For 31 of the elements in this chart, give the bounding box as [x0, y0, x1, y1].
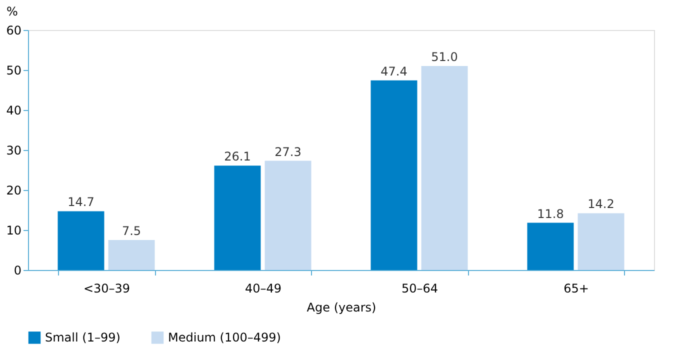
data-label: 26.1: [224, 150, 251, 164]
y-tick-label: 30: [6, 144, 22, 158]
y-tick-label: 50: [6, 64, 22, 78]
bar: [421, 66, 468, 270]
data-label: 14.2: [588, 197, 614, 212]
bar: [264, 160, 312, 270]
data-label: 47.4: [380, 64, 408, 78]
data-label: 51.0: [431, 50, 458, 64]
y-axis-title: %: [6, 4, 18, 18]
bar: [578, 213, 624, 270]
bar: [214, 166, 261, 270]
x-tick-label: <30–39: [83, 282, 130, 296]
x-tick-label: 65+: [564, 282, 589, 296]
data-label: 14.7: [68, 195, 94, 210]
legend-label: Small (1–99): [45, 330, 120, 345]
data-label: 7.5: [122, 224, 142, 238]
y-tick-label: 40: [6, 104, 22, 118]
bar: [108, 240, 155, 270]
legend-label: Medium (100–499): [168, 330, 281, 345]
bar: [527, 222, 574, 270]
data-label: 27.3: [274, 144, 302, 159]
y-tick-label: 60: [6, 24, 22, 38]
bar: [58, 211, 104, 270]
x-tick-label: 40–49: [244, 282, 282, 296]
y-tick-label: 20: [6, 184, 22, 198]
y-tick-label: 10: [6, 224, 22, 238]
data-label: 11.8: [537, 206, 564, 221]
x-tick-label: 50–64: [401, 282, 438, 296]
x-axis-title: Age (years): [306, 300, 376, 314]
y-tick-label: 0: [14, 264, 22, 278]
bar: [370, 80, 418, 270]
